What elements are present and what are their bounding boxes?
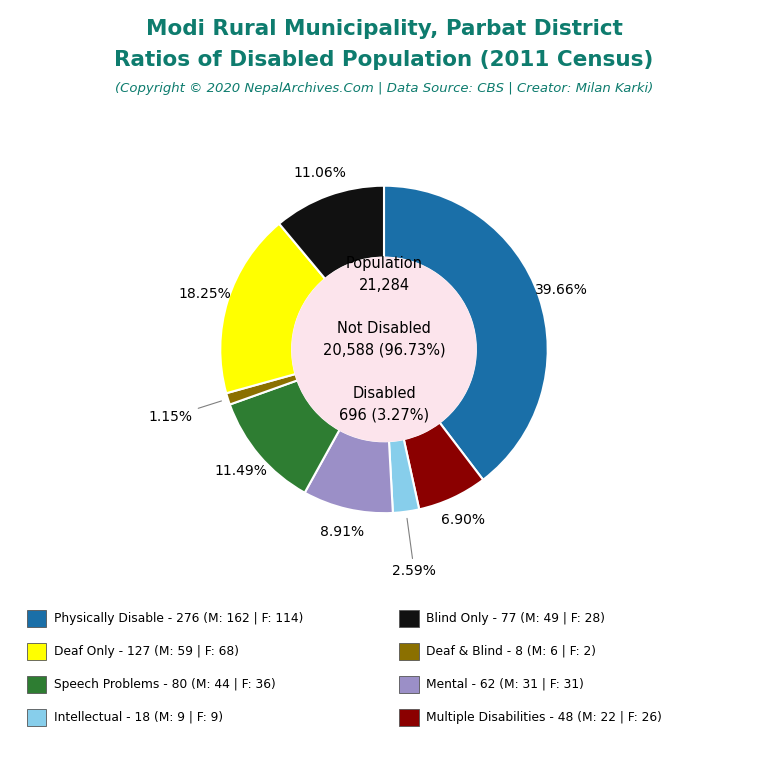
Text: 18.25%: 18.25% [178,286,231,300]
Text: 11.49%: 11.49% [214,464,267,478]
Text: 2.59%: 2.59% [392,518,436,578]
Text: 6.90%: 6.90% [441,513,485,527]
Wedge shape [384,186,548,480]
Wedge shape [305,430,393,513]
Text: Ratios of Disabled Population (2011 Census): Ratios of Disabled Population (2011 Cens… [114,50,654,70]
Text: Blind Only - 77 (M: 49 | F: 28): Blind Only - 77 (M: 49 | F: 28) [426,612,605,624]
Wedge shape [230,380,339,493]
Text: (Copyright © 2020 NepalArchives.Com | Data Source: CBS | Creator: Milan Karki): (Copyright © 2020 NepalArchives.Com | Da… [115,82,653,95]
Text: Population
21,284

Not Disabled
20,588 (96.73%)

Disabled
696 (3.27%): Population 21,284 Not Disabled 20,588 (9… [323,257,445,422]
Text: Multiple Disabilities - 48 (M: 22 | F: 26): Multiple Disabilities - 48 (M: 22 | F: 2… [426,711,662,723]
Text: Mental - 62 (M: 31 | F: 31): Mental - 62 (M: 31 | F: 31) [426,678,584,690]
Text: Deaf & Blind - 8 (M: 6 | F: 2): Deaf & Blind - 8 (M: 6 | F: 2) [426,645,596,657]
Circle shape [292,257,476,442]
Text: Modi Rural Municipality, Parbat District: Modi Rural Municipality, Parbat District [146,19,622,39]
Wedge shape [279,186,384,279]
Wedge shape [220,223,325,393]
Wedge shape [389,439,419,513]
Wedge shape [227,374,297,405]
Text: Intellectual - 18 (M: 9 | F: 9): Intellectual - 18 (M: 9 | F: 9) [54,711,223,723]
Text: Deaf Only - 127 (M: 59 | F: 68): Deaf Only - 127 (M: 59 | F: 68) [54,645,239,657]
Text: 39.66%: 39.66% [535,283,588,296]
Text: Speech Problems - 80 (M: 44 | F: 36): Speech Problems - 80 (M: 44 | F: 36) [54,678,276,690]
Text: Physically Disable - 276 (M: 162 | F: 114): Physically Disable - 276 (M: 162 | F: 11… [54,612,303,624]
Text: 11.06%: 11.06% [293,166,346,180]
Wedge shape [404,422,483,509]
Text: 8.91%: 8.91% [320,525,364,539]
Text: 1.15%: 1.15% [149,401,221,424]
